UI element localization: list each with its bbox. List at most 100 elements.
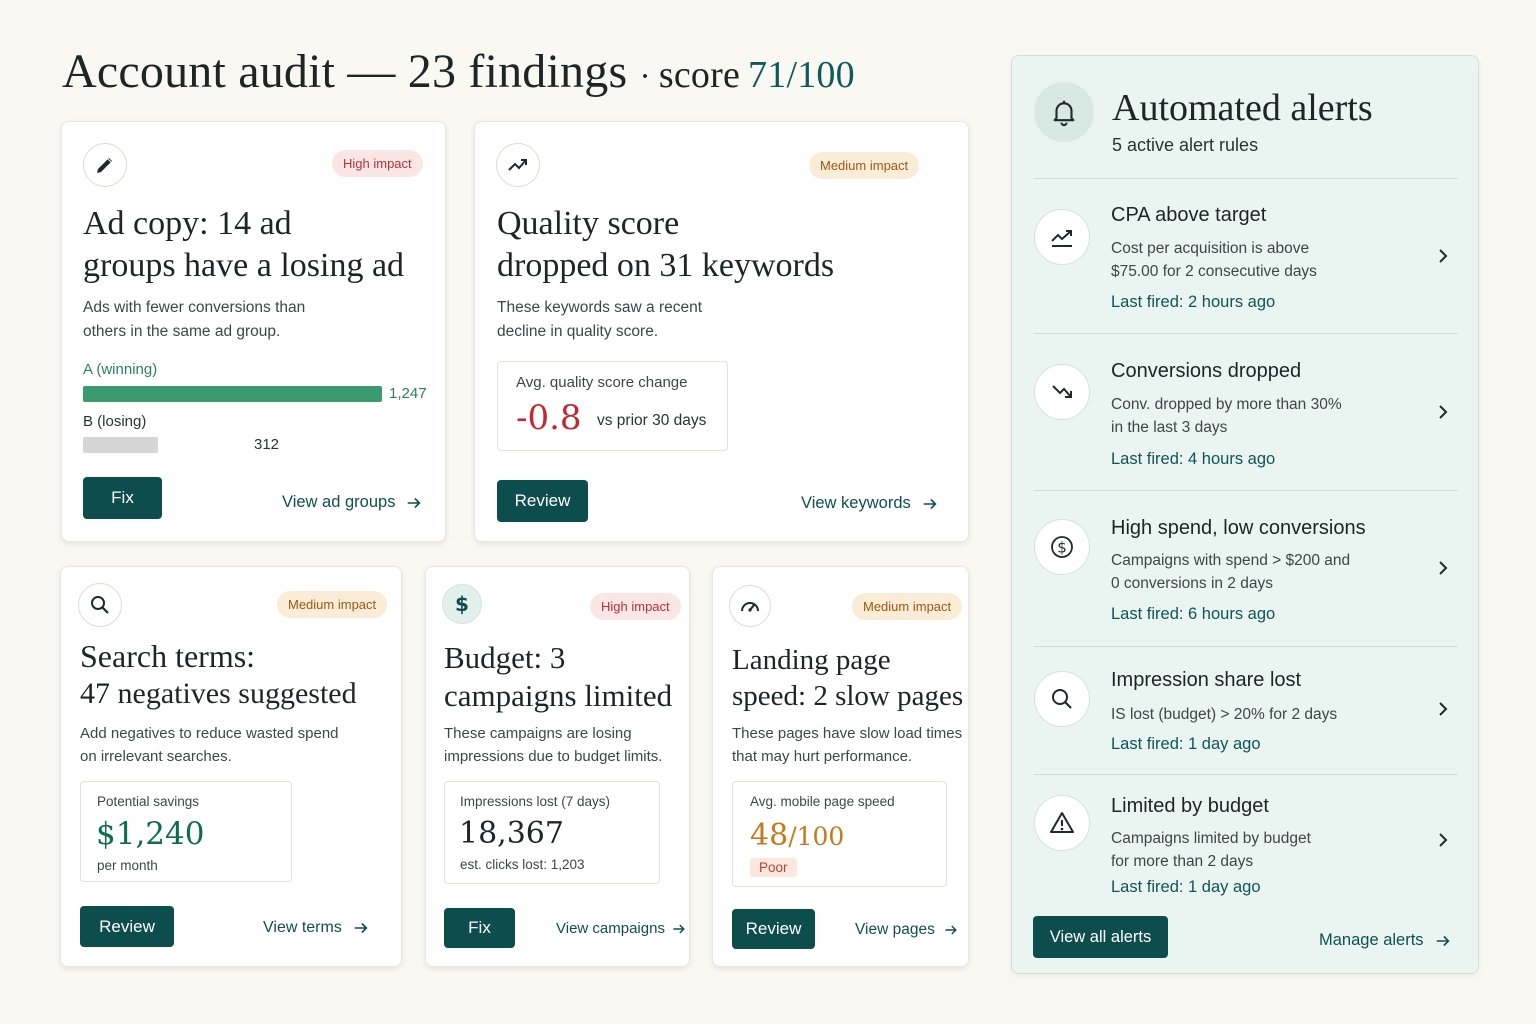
view-campaigns-link[interactable]: View campaigns [556, 920, 687, 937]
divider [1034, 774, 1458, 775]
card-desc-line: Add negatives to reduce wasted spend [80, 725, 339, 742]
card-title: Landing page speed: 2 slow pages [732, 642, 963, 714]
link-label: View ad groups [282, 493, 396, 511]
stat-value: 18,367 [459, 816, 564, 851]
stat-label: Avg. quality score change [516, 374, 688, 391]
bell-icon [1034, 82, 1094, 142]
stat-label: Potential savings [97, 794, 200, 809]
link-label: View terms [263, 919, 342, 936]
card-title-line: Search terms: [80, 638, 256, 674]
alert-desc-line: Campaigns with spend > $200 and [1111, 552, 1351, 569]
alert-last-fired: Last fired: 2 hours ago [1111, 293, 1276, 311]
budget-card: $ High impact Budget: 3 campaigns limite… [425, 566, 690, 967]
bar-b-value: 312 [254, 436, 280, 453]
chevron-right-icon[interactable] [1434, 700, 1452, 718]
card-title: Ad copy: 14 ad groups have a losing ad [83, 203, 404, 287]
alert-title: Limited by budget [1111, 795, 1269, 817]
card-desc-line: others in the same ad group. [83, 323, 281, 340]
link-label: View pages [855, 921, 935, 938]
chevron-right-icon[interactable] [1434, 559, 1452, 577]
view-keywords-link[interactable]: View keywords [801, 494, 939, 513]
divider [1034, 646, 1458, 647]
impact-badge: High impact [590, 593, 681, 620]
review-button[interactable]: Review [732, 909, 815, 949]
alert-desc-line: for more than 2 days [1111, 853, 1254, 870]
divider [1034, 490, 1458, 491]
search-terms-card: Medium impact Search terms: 47 negatives… [60, 566, 402, 967]
stat-sub: per month [97, 858, 158, 873]
view-terms-link[interactable]: View terms [263, 919, 370, 937]
card-description: These keywords saw a recent decline in q… [497, 296, 702, 344]
bar-a-value: 1,247 [389, 385, 427, 402]
svg-text:$: $ [455, 592, 469, 616]
alerts-subtitle: 5 active alert rules [1112, 135, 1259, 155]
view-ad-groups-link[interactable]: View ad groups [282, 493, 423, 512]
page-title: Account audit — 23 findings · score 71/100 [62, 44, 855, 99]
card-desc-line: These pages have slow load times [732, 725, 963, 742]
impact-badge: Medium impact [809, 152, 920, 179]
stat-box: Avg. mobile page speed 48/100 Poor [732, 781, 947, 887]
fix-button[interactable]: Fix [83, 477, 162, 519]
title-separator: · [639, 58, 651, 95]
quality-score-card: Medium impact Quality score dropped on 3… [474, 121, 969, 542]
card-title-line: Ad copy: 14 ad [83, 205, 292, 242]
stat-value: 48 [750, 818, 789, 853]
score-label: score [658, 54, 741, 96]
card-title-line: groups have a losing ad [83, 247, 405, 284]
alert-desc-line: in the last 3 days [1111, 419, 1228, 436]
card-title-line: campaigns limited [444, 678, 673, 713]
stat-label: Avg. mobile page speed [750, 794, 895, 809]
dollar-circle-icon: $ [1034, 519, 1090, 575]
stat-box: Impressions lost (7 days) 18,367 est. cl… [444, 781, 660, 884]
alert-item-impression-share-lost[interactable]: Impression share lost IS lost (budget) >… [1012, 647, 1480, 774]
link-label: View campaigns [556, 920, 665, 937]
card-desc-line: that may hurt performance. [732, 748, 913, 765]
alert-desc-line: Conv. dropped by more than 30% [1111, 396, 1342, 413]
alert-desc-line: IS lost (budget) > 20% for 2 days [1111, 706, 1338, 723]
alert-description: Campaigns limited by budget for more tha… [1111, 827, 1311, 873]
alert-item-conversions-dropped[interactable]: Conversions dropped Conv. dropped by mor… [1012, 334, 1480, 490]
card-desc-line: on irrelevant searches. [80, 748, 232, 765]
trending-up-icon [496, 143, 540, 187]
card-desc-line: Ads with fewer conversions than [83, 299, 306, 316]
alert-title: Impression share lost [1111, 669, 1302, 691]
trend-up-chart-icon [1034, 209, 1090, 265]
arrow-right-icon [408, 497, 421, 508]
divider [1034, 178, 1458, 179]
stat-sub: est. clicks lost: 1,203 [460, 857, 585, 872]
card-title-line: Landing page [732, 644, 891, 676]
review-button[interactable]: Review [80, 906, 174, 947]
link-label: View keywords [801, 494, 911, 512]
review-button[interactable]: Review [497, 480, 588, 522]
alert-title: High spend, low conversions [1111, 517, 1366, 539]
impact-badge: Medium impact [852, 593, 963, 620]
card-desc-line: impressions due to budget limits. [444, 748, 663, 765]
fix-button[interactable]: Fix [444, 908, 515, 948]
card-title-line: Quality score [497, 205, 680, 242]
chevron-right-icon[interactable] [1434, 247, 1452, 265]
alert-title: Conversions dropped [1111, 360, 1302, 382]
alert-item-cpa-above-target[interactable]: CPA above target Cost per acquisition is… [1012, 179, 1480, 334]
landing-page-card: Medium impact Landing page speed: 2 slow… [712, 566, 969, 967]
card-title: Search terms: 47 negatives suggested [80, 637, 357, 713]
stat-label: Impressions lost (7 days) [460, 794, 611, 809]
chevron-right-icon[interactable] [1434, 403, 1452, 421]
stat-value-row: 48/100 [750, 818, 844, 853]
alert-last-fired: Last fired: 1 day ago [1111, 878, 1261, 896]
card-title: Quality score dropped on 31 keywords [497, 203, 834, 287]
chevron-right-icon[interactable] [1434, 831, 1452, 849]
alerts-title: Automated alerts [1112, 87, 1373, 129]
dollar-icon: $ [442, 584, 482, 624]
alert-item-limited-by-budget[interactable]: Limited by budget Campaigns limited by b… [1012, 775, 1480, 903]
impact-badge: High impact [332, 150, 423, 177]
view-pages-link[interactable]: View pages [855, 921, 959, 939]
card-desc-line: These campaigns are losing [444, 725, 632, 742]
card-title-line: speed: 2 slow pages [732, 680, 964, 712]
link-label: Manage alerts [1319, 931, 1424, 949]
bar-b-label: B (losing) [83, 413, 147, 430]
alert-desc-line: $75.00 for 2 consecutive days [1111, 263, 1317, 280]
alert-item-high-spend-low-conversions[interactable]: $ High spend, low conversions Campaigns … [1012, 491, 1480, 646]
view-all-alerts-button[interactable]: View all alerts [1033, 916, 1168, 958]
manage-alerts-link[interactable]: Manage alerts [1319, 931, 1452, 950]
card-description: These pages have slow load times that ma… [732, 722, 962, 768]
